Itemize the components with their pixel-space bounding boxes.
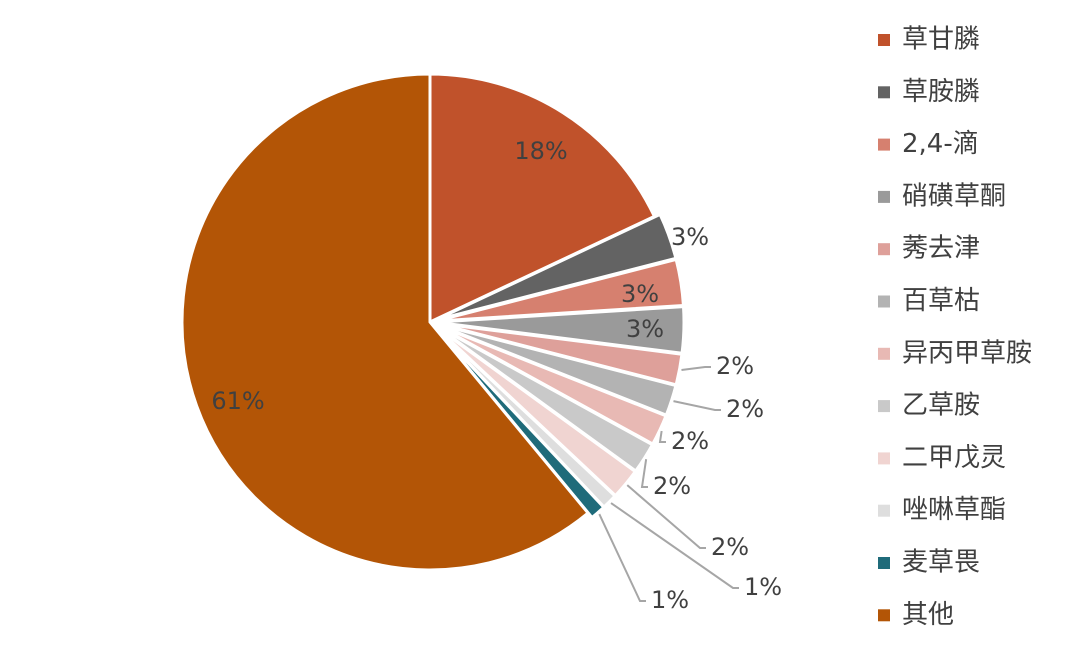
leader-line xyxy=(681,366,711,371)
legend-swatch xyxy=(878,138,890,151)
data-label: 3% xyxy=(626,315,664,343)
legend-label: 百草枯 xyxy=(902,286,980,316)
pie-slice xyxy=(432,325,606,520)
legend-swatch xyxy=(878,557,890,569)
data-label: 2% xyxy=(726,395,764,423)
pie-slice xyxy=(428,72,657,325)
leader-line xyxy=(658,430,666,443)
legend-label: 乙草胺 xyxy=(902,391,980,421)
data-label: 18% xyxy=(514,137,567,165)
legend-swatch xyxy=(878,34,890,46)
legend-swatch xyxy=(878,400,890,413)
leader-line xyxy=(673,400,721,411)
leader-line xyxy=(640,459,648,488)
data-label: 61% xyxy=(211,387,264,415)
legend-swatch xyxy=(878,190,890,203)
legend-swatch xyxy=(878,86,890,99)
data-label: 2% xyxy=(716,352,754,380)
legend-label: 麦草畏 xyxy=(902,548,980,578)
legend-label: 草甘膦 xyxy=(902,25,980,55)
legend-label: 异丙甲草胺 xyxy=(902,338,1032,368)
legend-label: 莠去津 xyxy=(902,234,980,264)
legend-swatch xyxy=(878,347,890,360)
legend-swatch xyxy=(878,452,890,465)
data-label: 2% xyxy=(653,472,691,500)
legend-label: 二甲戊灵 xyxy=(902,443,1006,473)
legend-swatch xyxy=(878,243,890,256)
legend-swatch xyxy=(878,295,890,308)
legend-label: 草胺膦 xyxy=(902,77,980,107)
legend-label: 硝磺草酮 xyxy=(902,181,1006,211)
data-label: 2% xyxy=(711,533,749,561)
data-label: 3% xyxy=(671,223,709,251)
leader-line xyxy=(626,484,706,549)
leader-line xyxy=(598,513,646,602)
data-label: 2% xyxy=(671,427,709,455)
legend-label: 其他 xyxy=(902,600,954,630)
pie-slice xyxy=(180,72,591,572)
legend-swatch xyxy=(878,609,890,622)
legend-label: 唑啉草酯 xyxy=(902,495,1006,525)
data-label: 1% xyxy=(744,573,782,601)
data-label: 3% xyxy=(621,280,659,308)
data-label: 1% xyxy=(651,586,689,614)
legend-swatch xyxy=(878,504,890,517)
legend-label: 2,4-滴 xyxy=(902,129,979,159)
leader-line xyxy=(610,502,739,589)
